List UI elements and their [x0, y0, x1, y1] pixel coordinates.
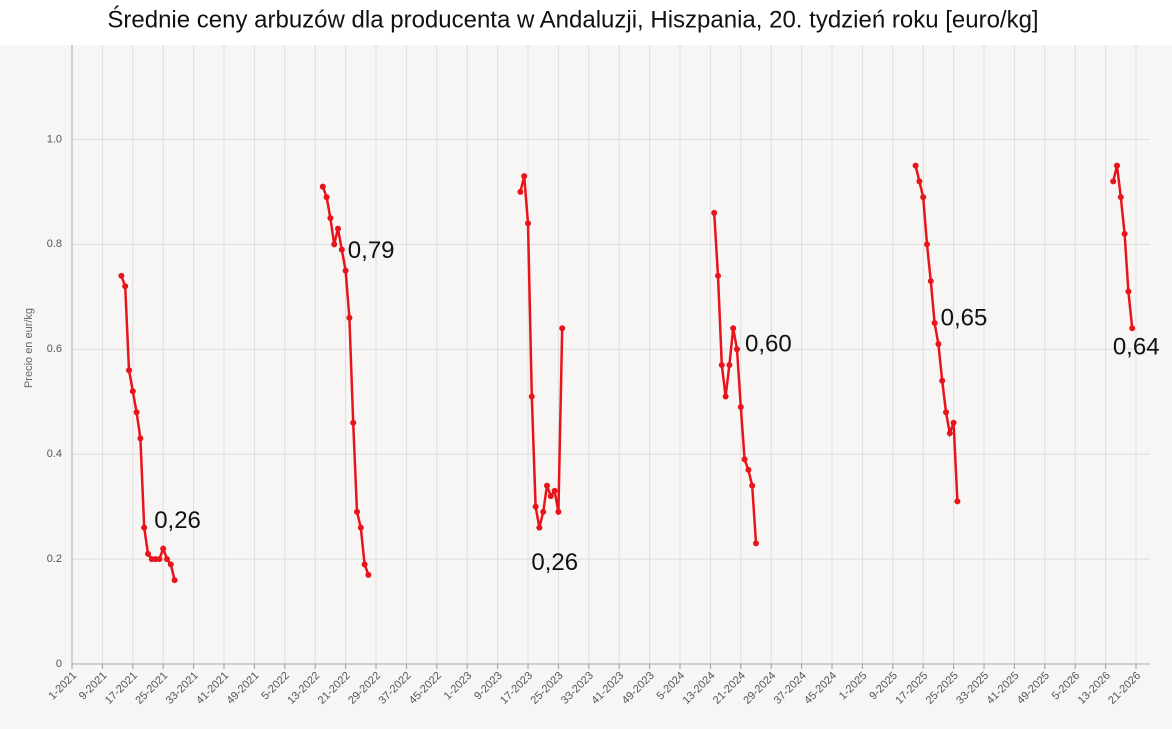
- point: [711, 209, 718, 216]
- y-tick-label: 1.0: [47, 133, 62, 145]
- annotation: 0,64: [1113, 334, 1160, 361]
- y-tick-label: 0.8: [47, 238, 62, 250]
- y-tick-label: 0.6: [47, 343, 62, 355]
- point: [528, 393, 535, 400]
- point: [753, 540, 759, 547]
- point: [551, 487, 558, 494]
- point: [346, 314, 353, 321]
- point: [1114, 162, 1120, 169]
- point: [540, 508, 547, 515]
- point: [323, 194, 330, 201]
- point: [939, 377, 946, 384]
- point: [365, 571, 372, 578]
- point: [737, 403, 744, 410]
- point: [361, 561, 368, 568]
- point: [920, 194, 927, 201]
- point: [536, 524, 543, 531]
- point: [1129, 325, 1136, 332]
- annotation: 0,65: [941, 304, 988, 331]
- point: [555, 508, 562, 515]
- point: [943, 409, 949, 416]
- point: [517, 188, 524, 195]
- point: [954, 498, 961, 505]
- point: [167, 561, 174, 568]
- point: [118, 272, 125, 279]
- point: [525, 220, 531, 227]
- point: [171, 577, 178, 584]
- point: [532, 503, 539, 510]
- point: [129, 388, 136, 395]
- point: [722, 393, 729, 400]
- point: [931, 320, 938, 327]
- point: [924, 241, 930, 248]
- point: [946, 430, 953, 437]
- point: [122, 283, 129, 290]
- y-tick-label: 0.4: [47, 448, 62, 460]
- point: [726, 361, 733, 368]
- point: [160, 545, 167, 552]
- point: [335, 225, 341, 232]
- annotation: 0,60: [745, 331, 792, 358]
- point: [935, 341, 942, 348]
- point: [916, 178, 923, 185]
- point: [350, 419, 357, 426]
- annotation: 0,26: [531, 549, 578, 576]
- point: [342, 267, 349, 274]
- point: [912, 162, 919, 169]
- point: [156, 556, 163, 563]
- point: [331, 241, 338, 248]
- point: [141, 524, 148, 531]
- point: [1117, 194, 1124, 201]
- point: [745, 466, 752, 473]
- plot-background: [0, 45, 1172, 729]
- y-tick-label: 0: [56, 658, 62, 670]
- point: [1125, 288, 1132, 295]
- annotation: 0,79: [348, 237, 395, 264]
- y-tick-label: 0.2: [47, 553, 62, 565]
- chart-title: Średnie ceny arbuzów dla producenta w An…: [107, 5, 1038, 33]
- point: [741, 456, 748, 463]
- line: [519, 175, 564, 528]
- point: [357, 524, 364, 531]
- point: [1121, 230, 1128, 237]
- point: [547, 493, 554, 500]
- point: [164, 556, 170, 563]
- point: [319, 183, 326, 190]
- point: [133, 409, 140, 416]
- point: [749, 482, 756, 489]
- point: [327, 215, 334, 222]
- title-bar: [0, 0, 1172, 45]
- point: [718, 361, 725, 368]
- point: [715, 272, 721, 279]
- point: [734, 346, 740, 353]
- point: [338, 246, 345, 253]
- point: [544, 482, 550, 489]
- point: [521, 173, 528, 180]
- point: [137, 435, 144, 442]
- y-axis-label: Precio en eur/kg: [23, 308, 35, 388]
- point: [950, 419, 957, 426]
- point: [1110, 178, 1117, 185]
- point: [126, 367, 132, 374]
- point: [559, 325, 566, 332]
- annotation: 0,26: [154, 507, 201, 534]
- point: [927, 278, 934, 285]
- point: [354, 508, 360, 515]
- point: [730, 325, 737, 332]
- point: [145, 550, 151, 557]
